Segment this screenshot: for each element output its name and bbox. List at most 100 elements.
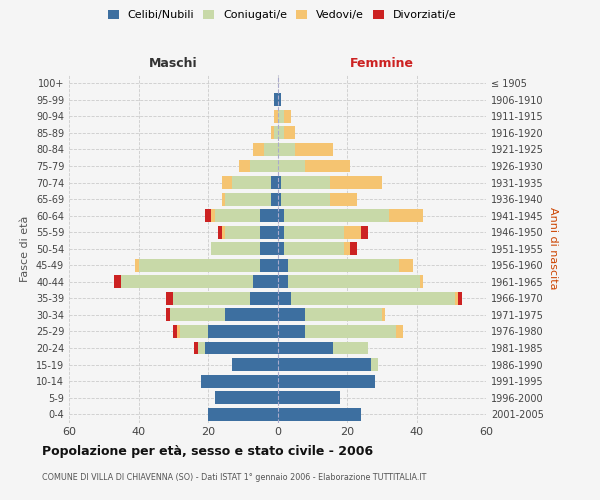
Bar — [222, 192, 226, 205]
Bar — [274, 110, 277, 123]
Bar — [292, 292, 455, 305]
Bar — [201, 374, 277, 388]
Text: Maschi: Maschi — [149, 57, 197, 70]
Bar — [284, 209, 389, 222]
Bar — [284, 110, 292, 123]
Bar — [277, 176, 281, 189]
Bar — [226, 226, 260, 238]
Bar — [333, 342, 368, 354]
Bar — [121, 276, 253, 288]
Bar — [277, 408, 361, 420]
Bar — [277, 126, 284, 140]
Bar — [173, 325, 177, 338]
Bar — [344, 242, 350, 255]
Bar — [277, 308, 305, 322]
Bar — [135, 259, 139, 272]
Bar — [284, 226, 344, 238]
Bar — [284, 126, 295, 140]
Bar — [284, 242, 344, 255]
Bar — [222, 176, 232, 189]
Bar — [274, 126, 277, 140]
Bar — [277, 391, 340, 404]
Bar — [222, 226, 226, 238]
Bar — [260, 242, 277, 255]
Bar — [395, 325, 403, 338]
Bar — [277, 342, 333, 354]
Bar — [166, 308, 170, 322]
Bar — [226, 192, 271, 205]
Bar — [277, 160, 305, 172]
Bar — [277, 226, 284, 238]
Bar — [277, 259, 288, 272]
Bar — [260, 259, 277, 272]
Bar — [205, 209, 211, 222]
Legend: Celibi/Nubili, Coniugati/e, Vedovi/e, Divorziati/e: Celibi/Nubili, Coniugati/e, Vedovi/e, Di… — [103, 6, 461, 25]
Text: COMUNE DI VILLA DI CHIAVENNA (SO) - Dati ISTAT 1° gennaio 2006 - Elaborazione TU: COMUNE DI VILLA DI CHIAVENNA (SO) - Dati… — [42, 472, 427, 482]
Y-axis label: Fasce di età: Fasce di età — [20, 216, 30, 282]
Bar — [194, 342, 197, 354]
Bar — [350, 242, 358, 255]
Bar — [226, 308, 277, 322]
Bar — [271, 126, 274, 140]
Bar — [277, 325, 305, 338]
Bar — [263, 143, 277, 156]
Bar — [329, 192, 358, 205]
Bar — [305, 160, 350, 172]
Bar — [250, 160, 277, 172]
Bar — [329, 176, 382, 189]
Bar — [218, 226, 222, 238]
Bar — [277, 242, 284, 255]
Bar — [277, 192, 281, 205]
Bar — [399, 259, 413, 272]
Bar — [271, 192, 277, 205]
Bar — [277, 358, 371, 371]
Bar — [208, 325, 277, 338]
Bar — [288, 259, 399, 272]
Bar — [208, 408, 277, 420]
Bar — [274, 94, 277, 106]
Bar — [197, 342, 205, 354]
Bar — [277, 374, 375, 388]
Bar — [253, 276, 277, 288]
Bar — [382, 308, 385, 322]
Bar — [260, 209, 277, 222]
Bar — [260, 226, 277, 238]
Bar — [361, 226, 368, 238]
Bar — [305, 308, 382, 322]
Bar — [215, 209, 260, 222]
Bar — [277, 143, 295, 156]
Bar — [389, 209, 424, 222]
Bar — [250, 292, 277, 305]
Bar — [211, 242, 260, 255]
Bar — [305, 325, 395, 338]
Bar — [295, 143, 333, 156]
Y-axis label: Anni di nascita: Anni di nascita — [548, 208, 557, 290]
Bar — [239, 160, 250, 172]
Text: Popolazione per età, sesso e stato civile - 2006: Popolazione per età, sesso e stato civil… — [42, 445, 373, 458]
Bar — [177, 325, 180, 338]
Bar — [173, 292, 250, 305]
Bar — [215, 391, 277, 404]
Bar — [166, 292, 173, 305]
Bar — [281, 176, 329, 189]
Bar — [371, 358, 378, 371]
Bar — [170, 308, 226, 322]
Bar — [277, 94, 281, 106]
Bar — [281, 192, 329, 205]
Bar — [458, 292, 461, 305]
Bar — [455, 292, 458, 305]
Bar — [288, 276, 420, 288]
Bar — [277, 110, 284, 123]
Bar — [114, 276, 121, 288]
Bar — [277, 292, 292, 305]
Bar — [180, 325, 208, 338]
Bar — [277, 209, 284, 222]
Bar — [253, 143, 263, 156]
Bar — [205, 342, 277, 354]
Bar — [232, 358, 277, 371]
Bar — [344, 226, 361, 238]
Bar — [211, 209, 215, 222]
Bar — [271, 176, 277, 189]
Bar — [139, 259, 260, 272]
Bar — [232, 176, 271, 189]
